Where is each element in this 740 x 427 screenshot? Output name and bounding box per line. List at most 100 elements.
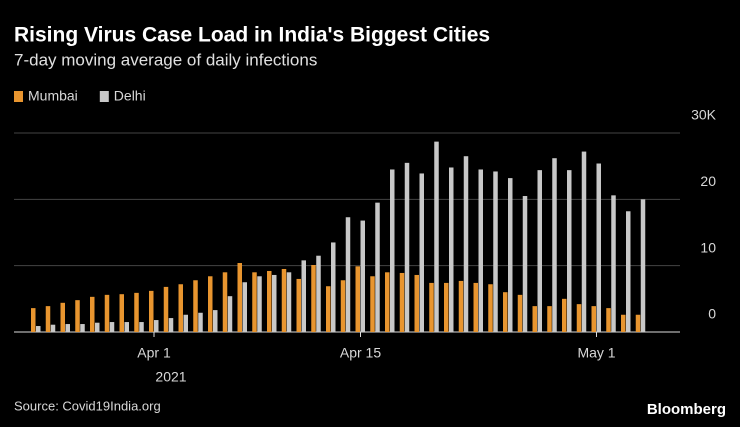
bar [222, 272, 228, 332]
bar [596, 163, 601, 332]
x-sublabel: 2021 [155, 369, 186, 385]
bar [286, 272, 292, 332]
bar [104, 294, 110, 332]
bar [414, 274, 419, 332]
bar [134, 292, 139, 332]
bar [640, 199, 646, 332]
bar [478, 169, 483, 332]
bar [301, 260, 306, 332]
bar [50, 324, 56, 332]
bar [404, 162, 410, 332]
bar [355, 266, 360, 332]
bar [508, 178, 513, 332]
x-tick-label: May 1 [577, 345, 615, 361]
bar [611, 195, 616, 332]
bar [340, 280, 346, 332]
brand: Bloomberg [647, 401, 726, 418]
bar [213, 310, 218, 332]
bar [237, 263, 242, 332]
bar [227, 296, 233, 332]
bar [109, 322, 115, 332]
bar [139, 322, 144, 332]
bar [532, 306, 537, 332]
bar [65, 324, 70, 332]
bar [75, 300, 80, 332]
bar [626, 211, 631, 332]
bar [567, 170, 572, 332]
bar [183, 314, 188, 332]
legend-swatch [99, 91, 109, 102]
y-tick-label: 0 [708, 306, 716, 322]
bar [385, 272, 390, 332]
bar [458, 280, 464, 332]
bar [331, 242, 336, 332]
bar [36, 326, 41, 332]
bar [178, 284, 183, 332]
bar [399, 272, 405, 332]
bar [45, 306, 51, 332]
bar [429, 282, 434, 332]
chart-title: Rising Virus Case Load in India's Bigges… [14, 24, 490, 47]
bar [537, 170, 542, 332]
legend-label: Mumbai [28, 88, 78, 104]
bar [95, 322, 100, 332]
bar [434, 141, 439, 332]
bar [311, 265, 316, 332]
bar [370, 276, 375, 332]
bar [606, 308, 611, 332]
bar [154, 320, 159, 332]
bar [326, 286, 331, 332]
bar [463, 156, 469, 332]
bar [198, 312, 203, 332]
bar [267, 270, 272, 332]
bar [242, 282, 247, 332]
bar [90, 296, 95, 332]
legend-swatch [14, 91, 23, 102]
legend-label: Delhi [114, 88, 146, 104]
bar [31, 308, 36, 332]
bar [345, 217, 351, 332]
bar [296, 278, 301, 332]
bar [168, 318, 174, 332]
bar [375, 202, 380, 332]
bar [257, 276, 262, 332]
y-tick-label: 30K [691, 107, 717, 123]
bar [493, 171, 498, 332]
bar [272, 274, 277, 332]
bar [80, 324, 85, 332]
bar [252, 272, 257, 332]
y-tick-label: 10 [700, 239, 716, 255]
chart-subtitle: 7-day moving average of daily infections [14, 50, 317, 69]
bar [316, 255, 321, 332]
y-tick-label: 20 [700, 173, 716, 189]
bar [193, 280, 198, 332]
bar [390, 169, 395, 332]
bar [621, 314, 626, 332]
source: Source: Covid19India.org [14, 398, 161, 413]
bar [547, 306, 552, 332]
bar [635, 314, 641, 332]
bar [552, 158, 557, 332]
bar [124, 322, 129, 332]
bar [522, 196, 528, 332]
bar [591, 306, 596, 332]
bar [163, 286, 169, 332]
bar [149, 290, 154, 332]
bar [419, 173, 424, 332]
bar [281, 268, 287, 332]
bar [449, 167, 454, 332]
bar [119, 294, 124, 332]
bar [444, 282, 449, 332]
bar [517, 294, 523, 332]
bar [488, 284, 493, 332]
bar [60, 302, 65, 332]
bar [208, 276, 213, 332]
x-tick-label: Apr 15 [340, 345, 381, 361]
bar [360, 220, 365, 332]
bar [576, 304, 582, 332]
bar [473, 282, 478, 332]
bar [503, 292, 508, 332]
x-tick-label: Apr 1 [137, 345, 171, 361]
bar [581, 151, 587, 332]
